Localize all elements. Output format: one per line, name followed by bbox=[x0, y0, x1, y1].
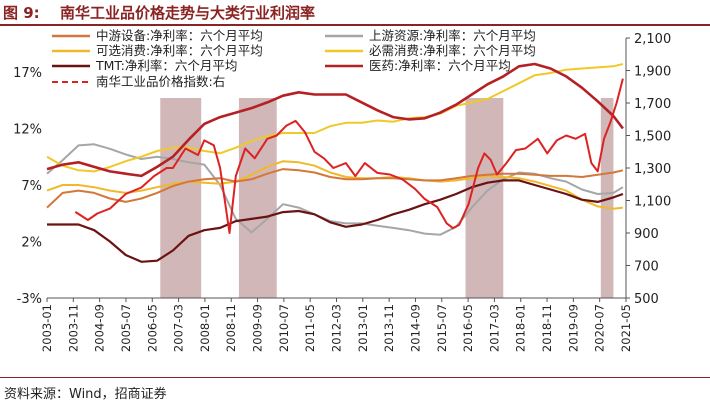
legend-pharma: 医药:净利率：六个月平均 bbox=[369, 58, 511, 73]
figure-number: 图 9: bbox=[3, 4, 40, 22]
right-tick: 1,100 bbox=[634, 195, 671, 210]
legend: 中游设备:净利率：六个月平均 上游资源:净利率：六个月平均 可选消费:净利率：六… bbox=[52, 28, 536, 89]
x-tick-label: 2011-05 bbox=[303, 304, 317, 352]
bottom-rule bbox=[0, 377, 710, 378]
series-tmt bbox=[47, 179, 624, 263]
left-tick: -3% bbox=[17, 292, 42, 307]
legend-optional: 可选消费:净利率：六个月平均 bbox=[96, 43, 263, 58]
x-tick-label: 2003-11 bbox=[66, 304, 80, 352]
figure-title-bar: 图 9: 南华工业品价格走势与大类行业利润率 bbox=[0, 0, 710, 26]
legend-nanhua: 南华工业品价格指数:右 bbox=[96, 74, 225, 89]
x-tick-label: 2014-09 bbox=[408, 304, 422, 352]
x-tick-label: 2019-09 bbox=[566, 304, 580, 352]
source-note: 资料来源：Wind，招商证券 bbox=[4, 387, 167, 402]
legend-tmt: TMT:净利率：六个月平均 bbox=[95, 58, 237, 73]
series-lines bbox=[46, 62, 624, 263]
figure-title: 南华工业品价格走势与大类行业利润率 bbox=[60, 4, 316, 22]
x-tick-label: 2016-05 bbox=[461, 304, 475, 352]
series-midstream bbox=[46, 168, 624, 209]
right-tick: 1,500 bbox=[634, 130, 671, 145]
x-tick-label: 2015-07 bbox=[435, 304, 449, 352]
x-tick-label: 2009-09 bbox=[251, 304, 265, 352]
x-tick-label: 2012-03 bbox=[330, 304, 344, 352]
shaded-period bbox=[465, 98, 504, 298]
legend-necessary: 必需消费:净利率：六个月平均 bbox=[369, 43, 536, 58]
x-tick-label: 2008-11 bbox=[224, 304, 238, 352]
x-tick-label: 2010-07 bbox=[277, 304, 291, 352]
shaded-periods bbox=[160, 98, 614, 298]
right-tick: 500 bbox=[634, 292, 659, 307]
left-tick: 2% bbox=[21, 235, 42, 250]
chart: 17% 12% 7% 2% -3% 2,100 1,900 1,700 1,50… bbox=[13, 28, 671, 352]
right-tick: 900 bbox=[634, 227, 659, 242]
x-tick-label: 2017-03 bbox=[487, 304, 501, 352]
shaded-period bbox=[160, 98, 202, 298]
series-pharma bbox=[46, 62, 624, 178]
x-tick-label: 2008-01 bbox=[198, 304, 212, 352]
legend-upstream: 上游资源:净利率：六个月平均 bbox=[369, 28, 536, 43]
shaded-period bbox=[238, 98, 277, 298]
series-necessary bbox=[46, 63, 624, 173]
series-optional bbox=[46, 160, 624, 210]
legend-midstream: 中游设备:净利率：六个月平均 bbox=[96, 28, 263, 43]
series-upstream bbox=[46, 143, 624, 236]
x-tick-label: 2021-05 bbox=[619, 304, 633, 352]
shaded-period bbox=[600, 98, 614, 298]
x-tick-label: 2004-09 bbox=[93, 304, 107, 352]
x-tick-label: 2013-11 bbox=[382, 304, 396, 352]
right-tick: 2,100 bbox=[634, 32, 671, 47]
right-tick: 1,900 bbox=[634, 65, 671, 80]
left-tick: 12% bbox=[13, 122, 42, 137]
x-tick-label: 2013-01 bbox=[356, 304, 370, 352]
left-tick: 7% bbox=[21, 179, 42, 194]
x-tick-label: 2005-07 bbox=[119, 304, 133, 352]
right-tick: 1,700 bbox=[634, 97, 671, 112]
x-tick-label: 2018-01 bbox=[514, 304, 528, 352]
x-axis-ticks: 2003-01 2003-11 2004-09 2005-07 2006-05 2007-… bbox=[40, 298, 633, 352]
series-nanhua bbox=[74, 78, 624, 234]
left-tick: 17% bbox=[13, 66, 42, 81]
right-axis-ticks: 2,100 1,900 1,700 1,500 1,300 1,100 900 … bbox=[634, 32, 671, 307]
x-tick-label: 2006-05 bbox=[145, 304, 159, 352]
x-tick-label: 2018-11 bbox=[540, 304, 554, 352]
x-tick-label: 2003-01 bbox=[40, 304, 54, 352]
right-tick: 700 bbox=[634, 260, 659, 275]
x-tick-label: 2020-07 bbox=[593, 304, 607, 352]
x-tick-label: 2007-03 bbox=[172, 304, 186, 352]
left-axis-ticks: 17% 12% 7% 2% -3% bbox=[13, 66, 42, 307]
right-tick: 1,300 bbox=[634, 162, 671, 177]
